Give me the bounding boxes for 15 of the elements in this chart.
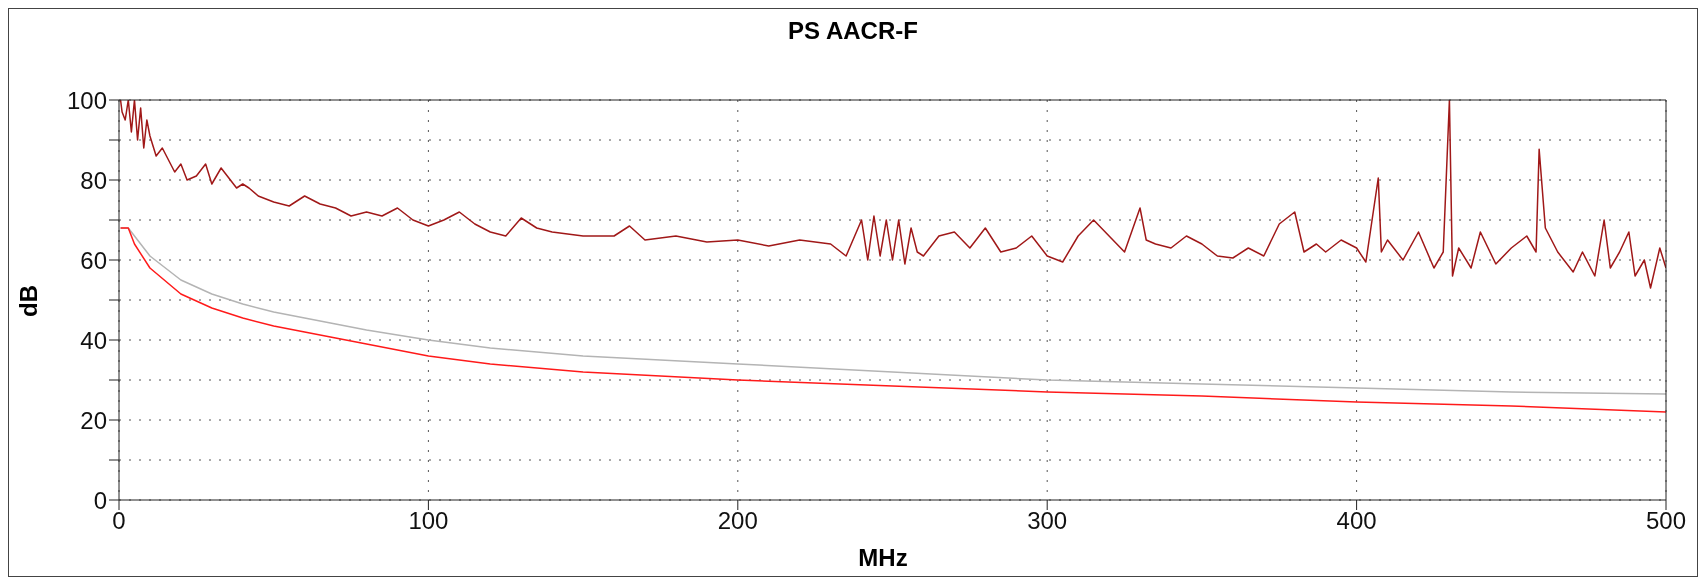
x-tick-label: 500 [1645, 507, 1687, 535]
y-tick-label: 40 [80, 326, 107, 354]
x-tick-label: 300 [1027, 507, 1068, 535]
x-axis-title: MHz [857, 544, 909, 572]
y-tick-label: 80 [80, 166, 107, 194]
y-tick-label: 60 [80, 246, 107, 274]
y-tick-label: 100 [66, 86, 107, 114]
x-tick-label: 0 [112, 507, 126, 535]
y-axis-title: dB [15, 285, 43, 317]
y-tick-label: 0 [93, 486, 107, 514]
x-tick-label: 200 [717, 507, 758, 535]
y-tick-label: 20 [80, 406, 107, 434]
chart-title: PS AACR-F [787, 17, 919, 45]
x-tick-label: 400 [1336, 507, 1377, 535]
x-tick-label: 100 [408, 507, 449, 535]
